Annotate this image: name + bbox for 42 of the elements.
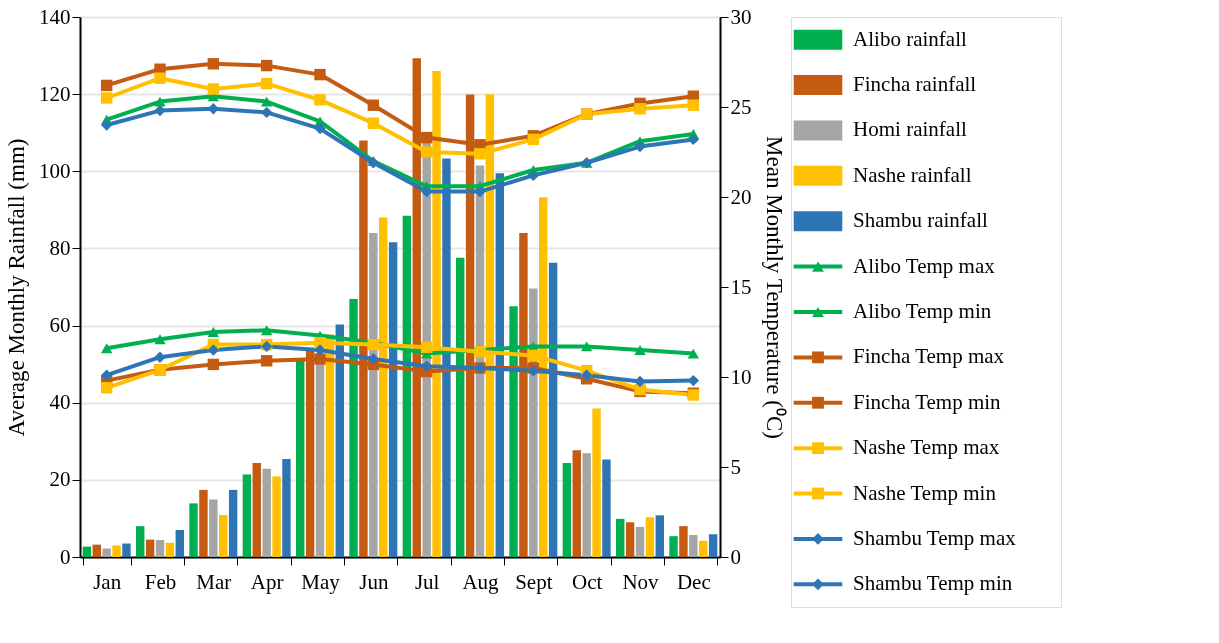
y2-tick-label: 0 bbox=[730, 544, 741, 569]
x-tick-label: Aug bbox=[462, 569, 500, 594]
x-tick-label: Mar bbox=[196, 569, 232, 594]
legend-label: Shambu rainfall bbox=[853, 208, 988, 233]
x-tick-label: Oct bbox=[572, 569, 603, 594]
x-tick-label: Feb bbox=[144, 569, 177, 594]
x-tick-label: Nov bbox=[622, 569, 660, 594]
legend-label: Nashe Temp max bbox=[853, 435, 1000, 460]
y2-tick-label: 25 bbox=[730, 94, 752, 119]
y2-tick-label: 30 bbox=[730, 4, 752, 29]
y-tick-label: 20 bbox=[49, 467, 71, 492]
x-tick-label: Jul bbox=[414, 569, 440, 594]
y-tick-label: 120 bbox=[39, 81, 71, 106]
y2-tick-label: 20 bbox=[730, 184, 752, 209]
y2-tick-label: 10 bbox=[730, 364, 752, 389]
y-tick-label: 0 bbox=[60, 544, 71, 569]
y2-axis-title: Mean Monthly Temperature (⁰C) bbox=[761, 136, 787, 439]
legend-label: Fincha Temp max bbox=[853, 344, 1005, 369]
x-tick-label: May bbox=[301, 569, 341, 594]
x-tick-label: Jun bbox=[359, 569, 389, 594]
legend-label: Shambu Temp min bbox=[853, 571, 1013, 596]
y-tick-label: 40 bbox=[49, 390, 71, 415]
y2-tick-label: 5 bbox=[730, 454, 741, 479]
y-axis-title: Average Monthly Rainfall (mm) bbox=[4, 138, 29, 437]
legend-label: Alibo rainfall bbox=[853, 26, 967, 51]
y-tick-label: 60 bbox=[49, 313, 71, 338]
x-tick-label: Apr bbox=[250, 569, 284, 594]
legend-label: Fincha rainfall bbox=[853, 72, 977, 97]
y-tick-label: 140 bbox=[39, 4, 71, 29]
legend-label: Fincha Temp min bbox=[853, 389, 1002, 414]
x-tick-label: Jan bbox=[93, 569, 122, 594]
legend-label: Alibo Temp min bbox=[853, 299, 992, 323]
y2-tick-label: 15 bbox=[730, 274, 752, 299]
legend-label: Shambu Temp max bbox=[853, 525, 1017, 550]
legend-label: Nashe rainfall bbox=[853, 162, 972, 187]
legend-label: Nashe Temp min bbox=[853, 480, 997, 505]
legend-label: Homi rainfall bbox=[853, 117, 967, 142]
x-tick-label: Sept bbox=[515, 569, 553, 594]
y-tick-label: 100 bbox=[39, 158, 71, 183]
y-tick-label: 80 bbox=[49, 235, 71, 260]
x-tick-label: Dec bbox=[676, 569, 711, 594]
legend-label: Alibo Temp max bbox=[853, 253, 996, 278]
